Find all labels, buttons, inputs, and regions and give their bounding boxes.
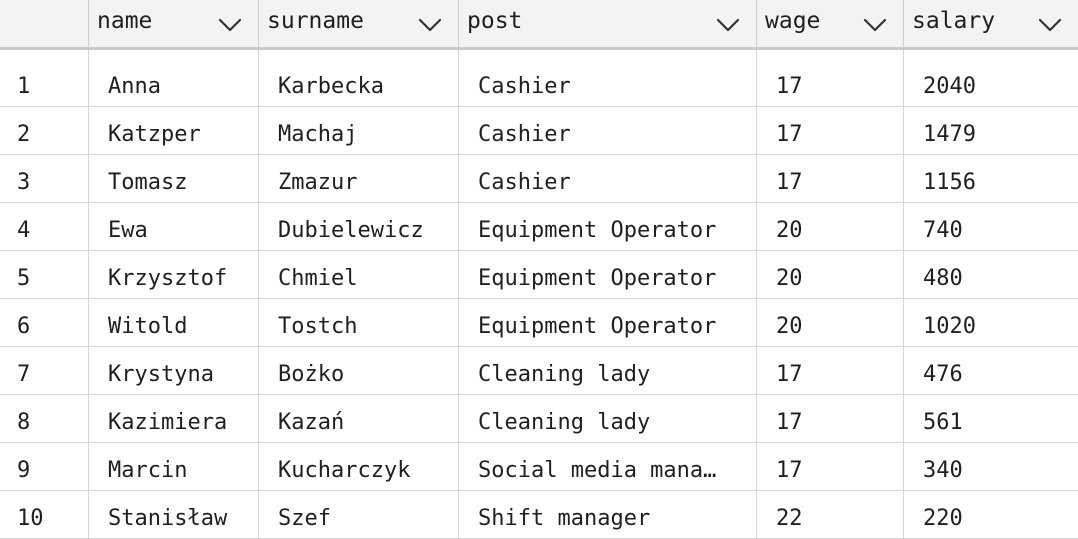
chevron-down-icon[interactable] xyxy=(218,13,242,37)
cell-post[interactable]: Cashier xyxy=(459,107,757,154)
cell-name[interactable]: Witold xyxy=(89,299,259,346)
cell-name[interactable]: Kazimiera xyxy=(89,395,259,442)
table-row[interactable]: 8 Kazimiera Kazań Cleaning lady 17 561 xyxy=(0,395,1078,443)
row-index: 4 xyxy=(0,203,89,250)
cell-surname[interactable]: Kazań xyxy=(259,395,459,442)
cell-surname[interactable]: Bożko xyxy=(259,347,459,394)
cell-salary[interactable]: 220 xyxy=(923,506,963,531)
table-row[interactable]: 5 Krzysztof Chmiel Equipment Operator 20… xyxy=(0,251,1078,299)
column-header-wage[interactable]: wage xyxy=(757,0,904,47)
column-header-label: wage xyxy=(765,8,821,34)
cell-salary[interactable]: 2040 xyxy=(923,74,976,99)
table-body: 1 Anna Karbecka Cashier 17 2040 2 Katzpe… xyxy=(0,50,1078,539)
cell-post[interactable]: Cleaning lady xyxy=(459,347,757,394)
row-index: 6 xyxy=(0,299,89,346)
cell-surname[interactable]: Machaj xyxy=(259,107,459,154)
chevron-down-icon[interactable] xyxy=(863,13,887,37)
chevron-down-icon[interactable] xyxy=(1038,13,1062,37)
column-header-name[interactable]: name xyxy=(89,0,259,47)
row-index: 10 xyxy=(0,491,89,538)
cell-post[interactable]: Cleaning lady xyxy=(459,395,757,442)
cell-salary[interactable]: 480 xyxy=(923,266,963,291)
cell-post[interactable]: Cashier xyxy=(459,155,757,202)
cell-surname[interactable]: Tostch xyxy=(259,299,459,346)
row-index: 7 xyxy=(0,347,89,394)
cell-surname[interactable]: Chmiel xyxy=(259,251,459,298)
cell-name[interactable]: Marcin xyxy=(89,443,259,490)
cell-wage[interactable]: 20 xyxy=(757,299,904,346)
cell-post[interactable]: Equipment Operator xyxy=(459,299,757,346)
cell-post[interactable]: Social media mana… xyxy=(459,443,757,490)
column-header-surname[interactable]: surname xyxy=(259,0,459,47)
row-index: 5 xyxy=(0,251,89,298)
cell-surname[interactable]: Dubielewicz xyxy=(259,203,459,250)
table-header: name surname post wage salary xyxy=(0,0,1078,50)
column-header-salary[interactable]: salary xyxy=(904,0,1078,47)
cell-salary[interactable]: 561 xyxy=(923,410,963,435)
cell-salary[interactable]: 1020 xyxy=(923,314,976,339)
row-index-header xyxy=(0,0,89,47)
cell-name[interactable]: Stanisław xyxy=(89,491,259,538)
cell-salary[interactable]: 740 xyxy=(923,218,963,243)
cell-name[interactable]: Krystyna xyxy=(89,347,259,394)
cell-wage[interactable]: 17 xyxy=(757,50,904,106)
row-index: 8 xyxy=(0,395,89,442)
table-row[interactable]: 7 Krystyna Bożko Cleaning lady 17 476 xyxy=(0,347,1078,395)
cell-post[interactable]: Equipment Operator xyxy=(459,203,757,250)
table-row[interactable]: 6 Witold Tostch Equipment Operator 20 10… xyxy=(0,299,1078,347)
cell-salary[interactable]: 476 xyxy=(923,362,963,387)
cell-salary[interactable]: 1156 xyxy=(923,170,976,195)
chevron-down-icon[interactable] xyxy=(716,13,740,37)
cell-wage[interactable]: 20 xyxy=(757,251,904,298)
cell-wage[interactable]: 17 xyxy=(757,107,904,154)
cell-salary[interactable]: 1479 xyxy=(923,122,976,147)
row-index: 2 xyxy=(0,107,89,154)
table-row[interactable]: 2 Katzper Machaj Cashier 17 1479 xyxy=(0,107,1078,155)
table-row[interactable]: 3 Tomasz Zmazur Cashier 17 1156 xyxy=(0,155,1078,203)
table-row[interactable]: 4 Ewa Dubielewicz Equipment Operator 20 … xyxy=(0,203,1078,251)
column-header-label: surname xyxy=(267,8,364,34)
cell-post[interactable]: Equipment Operator xyxy=(459,251,757,298)
cell-surname[interactable]: Szef xyxy=(259,491,459,538)
cell-name[interactable]: Ewa xyxy=(89,203,259,250)
column-header-label: name xyxy=(97,8,153,34)
cell-salary[interactable]: 340 xyxy=(923,458,963,483)
cell-surname[interactable]: Karbecka xyxy=(259,50,459,106)
column-header-post[interactable]: post xyxy=(459,0,757,47)
chevron-down-icon[interactable] xyxy=(418,13,442,37)
cell-post[interactable]: Cashier xyxy=(459,50,757,106)
cell-name[interactable]: Tomasz xyxy=(89,155,259,202)
cell-wage[interactable]: 20 xyxy=(757,203,904,250)
column-header-label: salary xyxy=(912,8,996,34)
cell-post[interactable]: Shift manager xyxy=(459,491,757,538)
row-index: 9 xyxy=(0,443,89,490)
table-row[interactable]: 1 Anna Karbecka Cashier 17 2040 xyxy=(0,50,1078,107)
row-index: 1 xyxy=(0,50,89,106)
cell-wage[interactable]: 22 xyxy=(757,491,904,538)
cell-wage[interactable]: 17 xyxy=(757,155,904,202)
cell-name[interactable]: Anna xyxy=(89,50,259,106)
cell-surname[interactable]: Zmazur xyxy=(259,155,459,202)
cell-name[interactable]: Katzper xyxy=(89,107,259,154)
cell-wage[interactable]: 17 xyxy=(757,347,904,394)
cell-wage[interactable]: 17 xyxy=(757,395,904,442)
column-header-label: post xyxy=(467,8,523,34)
row-index: 3 xyxy=(0,155,89,202)
cell-surname[interactable]: Kucharczyk xyxy=(259,443,459,490)
table-row[interactable]: 10 Stanisław Szef Shift manager 22 220 xyxy=(0,491,1078,539)
table-row[interactable]: 9 Marcin Kucharczyk Social media mana… 1… xyxy=(0,443,1078,491)
cell-name[interactable]: Krzysztof xyxy=(89,251,259,298)
cell-wage[interactable]: 17 xyxy=(757,443,904,490)
